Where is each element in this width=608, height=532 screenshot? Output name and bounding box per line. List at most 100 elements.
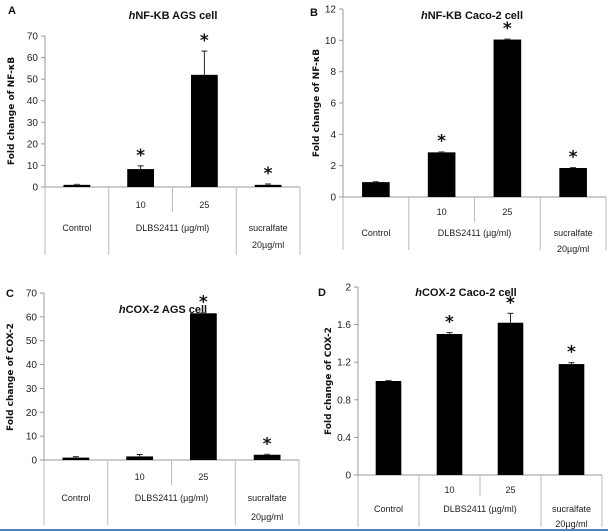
y-axis-label: Fold change of NF-κB bbox=[7, 57, 17, 165]
y-tick-label: 70 bbox=[27, 32, 39, 43]
x-group-label: 20µg/ml bbox=[251, 512, 283, 522]
bar bbox=[558, 364, 585, 475]
y-tick-label: 6 bbox=[330, 99, 336, 110]
bar bbox=[254, 184, 282, 187]
y-tick-label: 12 bbox=[325, 5, 337, 16]
significance-star: * bbox=[445, 313, 454, 333]
y-tick-label: 2 bbox=[330, 161, 336, 172]
x-tick-label: 25 bbox=[199, 200, 209, 210]
x-group-label: DLBS2411 (µg/ml) bbox=[136, 223, 210, 233]
x-tick-label: 25 bbox=[505, 485, 515, 495]
y-tick-label: 50 bbox=[27, 75, 39, 86]
chart-title-text: COX-2 Caco-2 cell bbox=[422, 287, 517, 299]
significance-star: * bbox=[567, 343, 576, 363]
x-group-label: Control bbox=[374, 504, 403, 514]
y-axis-label: Fold change of NF-κB bbox=[312, 49, 322, 157]
bar bbox=[362, 182, 390, 197]
chart-title-text: NF-KB AGS cell bbox=[135, 10, 217, 22]
chart-title: hCOX-2 Caco-2 cell bbox=[415, 287, 517, 299]
bar bbox=[436, 334, 463, 475]
x-group-label: Control bbox=[361, 228, 390, 238]
chart-title: hNF-KB AGS cell bbox=[129, 10, 218, 22]
panel-label: A bbox=[8, 5, 16, 17]
bar bbox=[375, 381, 402, 475]
y-tick-label: 0.8 bbox=[337, 395, 351, 406]
y-tick-label: 10 bbox=[27, 161, 39, 172]
y-tick-label: 1.2 bbox=[337, 358, 351, 369]
y-tick-label: 0 bbox=[31, 456, 37, 467]
y-tick-label: 4 bbox=[330, 130, 336, 141]
x-group-label: 20µg/ml bbox=[555, 519, 587, 529]
x-group-label: 20µg/ml bbox=[557, 244, 589, 254]
y-tick-label: 10 bbox=[325, 36, 337, 47]
x-tick-label: 25 bbox=[502, 207, 512, 217]
y-tick-label: 30 bbox=[27, 118, 39, 129]
chart-title-italic-prefix: h bbox=[129, 10, 136, 22]
x-group-label: 20µg/ml bbox=[252, 240, 284, 250]
x-group-label: sucralfate bbox=[552, 504, 591, 514]
x-group-label: sucralfate bbox=[249, 223, 288, 233]
x-group-label: sucralfate bbox=[248, 493, 287, 503]
significance-star: * bbox=[506, 293, 515, 313]
x-tick-label: 10 bbox=[136, 200, 146, 210]
x-tick-label: 10 bbox=[444, 485, 454, 495]
significance-star: * bbox=[199, 293, 208, 313]
significance-star: * bbox=[569, 147, 578, 167]
bar bbox=[497, 322, 524, 475]
chart-title-italic-prefix: h bbox=[119, 304, 126, 316]
significance-star: * bbox=[136, 146, 145, 166]
bar bbox=[189, 313, 217, 460]
bar bbox=[62, 457, 90, 460]
bar bbox=[427, 152, 456, 197]
y-tick-label: 0 bbox=[345, 471, 351, 482]
x-group-label: DLBS2411 (µg/ml) bbox=[135, 493, 209, 503]
y-tick-label: 60 bbox=[27, 53, 39, 64]
x-tick-label: 10 bbox=[135, 472, 145, 482]
y-tick-label: 30 bbox=[26, 384, 38, 395]
chart-title: hCOX-2 AGS cell bbox=[119, 304, 207, 316]
panel-label: C bbox=[6, 288, 14, 300]
panel-label: B bbox=[310, 7, 318, 19]
y-tick-label: 60 bbox=[26, 312, 38, 323]
bar bbox=[493, 39, 522, 197]
y-tick-label: 20 bbox=[27, 139, 39, 150]
chart-title-text: COX-2 AGS cell bbox=[126, 304, 208, 316]
x-group-label: sucralfate bbox=[554, 228, 593, 238]
y-tick-label: 2 bbox=[345, 283, 351, 294]
x-group-label: Control bbox=[61, 493, 90, 503]
x-tick-label: 10 bbox=[437, 207, 447, 217]
y-tick-label: 0 bbox=[330, 193, 336, 204]
y-tick-label: 8 bbox=[330, 67, 336, 78]
y-tick-label: 10 bbox=[26, 432, 38, 443]
significance-star: * bbox=[437, 132, 446, 152]
panel-label: D bbox=[318, 287, 326, 299]
y-tick-label: 0.4 bbox=[337, 433, 351, 444]
bar bbox=[63, 184, 91, 187]
significance-star: * bbox=[200, 31, 209, 51]
y-tick-label: 0 bbox=[32, 183, 38, 194]
chart-title-text: NF-KB Caco-2 cell bbox=[428, 10, 523, 22]
y-tick-label: 40 bbox=[27, 96, 39, 107]
x-group-label: DLBS2411 (µg/ml) bbox=[438, 228, 512, 238]
x-tick-label: 25 bbox=[198, 472, 208, 482]
chart-title-italic-prefix: h bbox=[421, 10, 428, 22]
bar bbox=[126, 456, 154, 460]
y-tick-label: 20 bbox=[26, 408, 38, 419]
y-tick-label: 40 bbox=[26, 360, 38, 371]
chart-title: hNF-KB Caco-2 cell bbox=[421, 10, 523, 22]
y-axis-label: Fold change of COX-2 bbox=[6, 323, 16, 431]
significance-star: * bbox=[503, 19, 512, 39]
bar bbox=[253, 454, 281, 460]
significance-star: * bbox=[264, 164, 273, 184]
x-group-label: DLBS2411 (µg/ml) bbox=[443, 504, 517, 514]
bar bbox=[127, 169, 155, 187]
y-tick-label: 1.6 bbox=[337, 320, 351, 331]
y-axis-label: Fold change of COX-2 bbox=[324, 327, 334, 435]
bar bbox=[190, 74, 218, 187]
y-tick-label: 70 bbox=[26, 289, 38, 300]
